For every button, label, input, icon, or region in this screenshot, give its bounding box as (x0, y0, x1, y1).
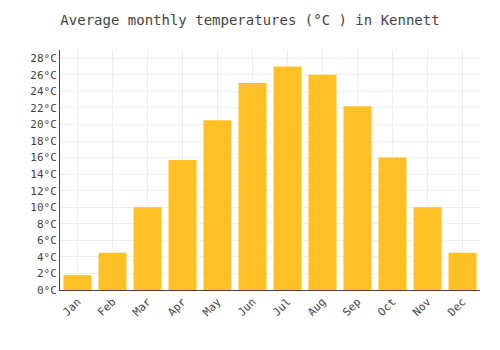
svg-text:24°C: 24°C (30, 85, 57, 98)
svg-text:4°C: 4°C (37, 251, 57, 264)
svg-text:Jun: Jun (235, 296, 258, 319)
svg-text:Mar: Mar (130, 295, 154, 319)
svg-text:Jan: Jan (60, 296, 83, 319)
svg-text:Sep: Sep (340, 296, 363, 319)
svg-text:28°C: 28°C (30, 52, 57, 65)
svg-text:May: May (200, 295, 224, 319)
svg-text:20°C: 20°C (30, 118, 57, 131)
svg-text:10°C: 10°C (30, 201, 57, 214)
svg-text:2°C: 2°C (37, 267, 57, 280)
svg-text:Oct: Oct (375, 296, 398, 319)
svg-text:Apr: Apr (165, 295, 189, 319)
svg-text:Nov: Nov (410, 295, 434, 319)
svg-text:16°C: 16°C (30, 151, 57, 164)
svg-text:6°C: 6°C (37, 234, 57, 247)
svg-text:22°C: 22°C (30, 102, 57, 115)
svg-text:Feb: Feb (95, 296, 118, 319)
svg-text:18°C: 18°C (30, 135, 57, 148)
svg-text:8°C: 8°C (37, 218, 57, 231)
svg-text:Average monthly temperatures (: Average monthly temperatures (°C ) in Ke… (60, 12, 439, 28)
svg-text:12°C: 12°C (30, 185, 57, 198)
svg-text:Aug: Aug (305, 296, 328, 319)
svg-text:26°C: 26°C (30, 69, 57, 82)
svg-text:Dec: Dec (445, 296, 468, 319)
svg-text:Jul: Jul (270, 296, 293, 319)
svg-text:14°C: 14°C (30, 168, 57, 181)
svg-text:0°C: 0°C (37, 284, 57, 297)
